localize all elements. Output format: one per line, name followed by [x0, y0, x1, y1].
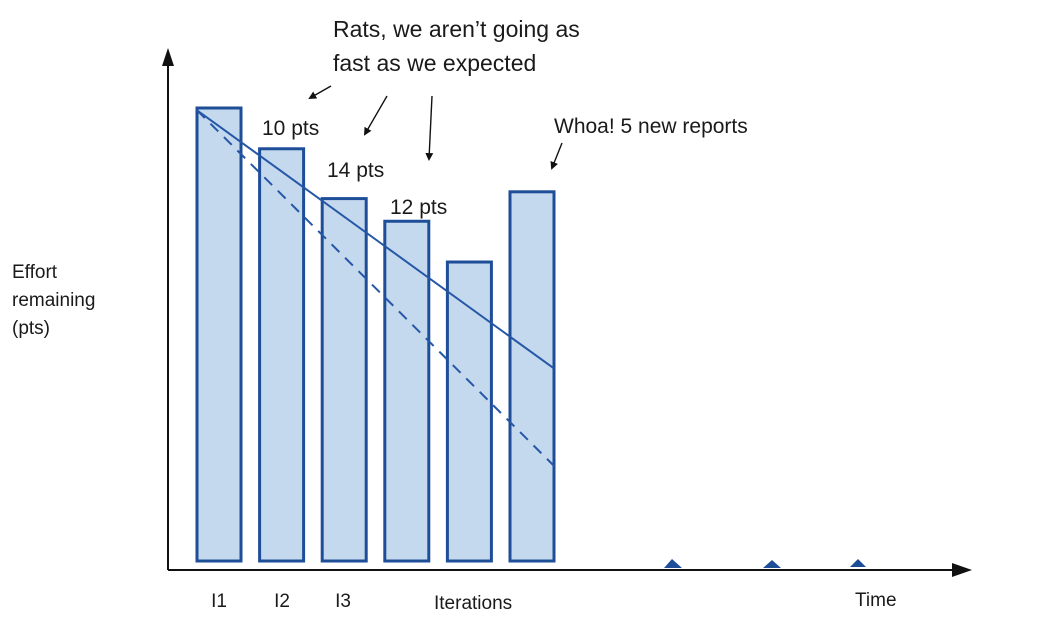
y-axis-label-line-1: Effort [12, 262, 58, 283]
annotation-arrow-whoa [550, 142, 563, 170]
x-tick-label-i2: I2 [274, 591, 290, 612]
bar-5 [445, 260, 493, 563]
time-axis-label: Time [855, 590, 897, 611]
bar-i2 [258, 147, 306, 563]
bar-4 [383, 219, 431, 563]
annotation-arrow-3 [425, 95, 434, 161]
x-axis-label: Iterations [434, 593, 512, 614]
bar-i1 [195, 106, 243, 563]
x-tick-label-i3: I3 [335, 591, 351, 612]
axis-bump-mark [664, 559, 682, 568]
bar-6 [508, 190, 556, 563]
axis-bump-mark [850, 559, 866, 567]
velocity-label-2: 14 pts [327, 159, 384, 182]
annotation-whoa: Whoa! 5 new reports [554, 115, 748, 138]
trend-line-solid [196, 109, 555, 370]
annotation-arrow-2 [363, 95, 388, 136]
y-axis-arrow-icon [162, 48, 174, 66]
x-tick-label-i1: I1 [211, 591, 227, 612]
trend-line-dashed [196, 109, 555, 467]
y-axis-label-line-3: (pts) [12, 318, 50, 339]
annotation-rats-line-1: Rats, we aren’t going as [333, 16, 580, 42]
bar-i3 [320, 197, 368, 563]
axis-bump-mark [763, 560, 781, 568]
velocity-label-3: 12 pts [390, 196, 447, 219]
velocity-label-1: 10 pts [262, 117, 319, 140]
bars-group [195, 106, 556, 563]
x-axis-arrow-icon [952, 563, 972, 577]
y-axis-label-line-2: remaining [12, 290, 95, 311]
annotation-arrow-1 [308, 85, 332, 99]
annotation-rats-line-2: fast as we expected [333, 50, 536, 76]
